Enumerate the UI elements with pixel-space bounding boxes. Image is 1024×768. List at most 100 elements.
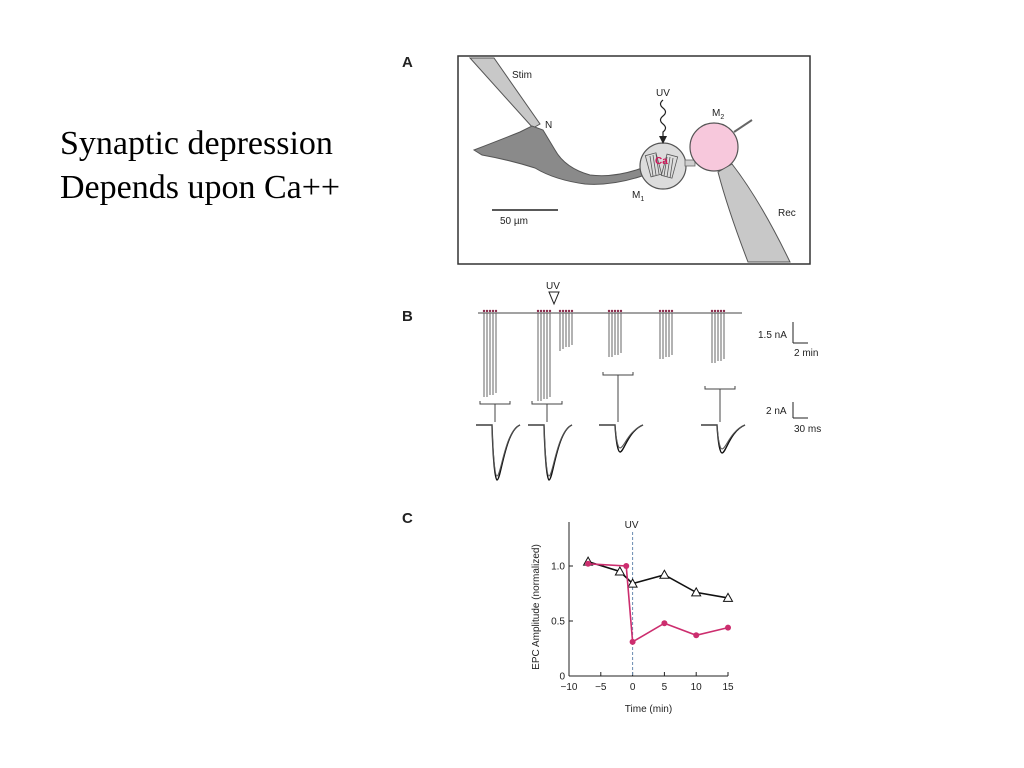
m2-label: M2 [712,108,724,121]
stim-dot [613,309,617,313]
stim-dot [619,309,623,313]
stim-dot [564,309,568,313]
scale-top-x: 2 min [794,348,818,359]
stim-dot [719,309,723,313]
series-2-point [693,632,700,639]
series-2-point [661,620,668,627]
panel-b-traces: UV 1.5 nA 2 min 2 nA 30 ms [476,281,821,481]
uv-arrow-head [659,136,667,144]
series-1-point [690,586,702,597]
scale-label: 50 µm [500,216,528,227]
y-tick-label: 0.5 [551,617,565,628]
stim-dot [710,309,714,313]
series-1-point [722,592,734,602]
epc-waveform [599,424,644,449]
uv-marker-triangle [548,291,560,306]
epc-waveform [476,424,521,481]
stim-dot [539,309,543,313]
stim-dot [488,309,492,313]
y-axis-label: EPC Amplitude (normalized) [531,544,542,670]
x-tick-label: 10 [691,682,703,693]
stim-dot [607,309,611,313]
epc-bracket [479,401,511,405]
panel-c-letter: C [402,510,413,527]
stim-dot [610,309,614,313]
ca-label: Ca [655,156,668,167]
stim-dot [716,309,720,313]
y-tick-label: 1.0 [551,562,565,573]
stim-dot [570,309,574,313]
scale-bar-top [792,322,808,344]
scale-bar-bottom [792,402,808,419]
stim-dot [713,309,717,313]
series-1-point [659,569,670,579]
panel-a-letter: A [402,54,413,71]
uv-label-a: UV [656,88,670,99]
m2-cell [689,122,739,172]
series-2-line [588,563,729,644]
scale-bottom-x: 30 ms [794,424,821,435]
stim-dot [482,309,486,313]
uv-label-b: UV [546,281,560,292]
series-2-point [623,563,630,569]
stim-dot [545,309,549,313]
panel-a-diagram: Stim N UV Ca M1 M2 Rec 50 µm [457,55,811,265]
stim-dot [567,309,571,313]
epc-waveform [476,424,521,477]
epc-bracket [602,372,634,376]
series-1-line [587,560,729,599]
uv-arrow [659,99,667,140]
epc-waveform [528,424,573,481]
series-2-point [725,624,731,631]
stim-dot [658,309,662,313]
title-line-2: Depends upon Ca++ [60,169,341,206]
stim-dot [494,309,498,313]
stim-dot [558,309,562,313]
neuron-label: N [545,120,552,131]
x-tick-label: 5 [662,682,668,693]
stim-dot [561,309,565,313]
uv-label-c: UV [625,520,639,531]
scale-top-y: 1.5 nA [758,330,787,341]
burst-group [482,309,726,401]
series-1-point [614,565,626,576]
x-tick-label: 15 [722,682,734,693]
title-line-1: Synaptic depression [60,125,333,162]
stim-electrode [468,57,541,129]
x-tick-label: 0 [630,682,636,693]
slide-title: Synaptic depression Depends upon Ca++ [60,122,340,210]
y-tick-label: 0 [559,672,565,683]
panel-c-chart: UV Time (min) EPC Amplitude (normalized)… [531,520,734,715]
x-axis-label: Time (min) [625,704,672,715]
epc-waveform [701,424,746,450]
panel-b-letter: B [402,308,413,325]
rec-electrode [717,163,791,263]
stim-dot [548,309,552,313]
stim-dot [485,309,489,313]
epc-bracket [704,386,736,390]
m1-filaments [644,152,679,179]
stim-dot [491,309,495,313]
cell-junction [684,159,696,167]
stim-dot [722,309,726,313]
x-tick-label: −10 [561,682,578,693]
stim-dot [664,309,668,313]
series-1-point [627,578,638,588]
rec-label: Rec [778,208,796,219]
stim-label: Stim [512,70,532,81]
stim-dot [661,309,665,313]
stim-dot [536,309,540,313]
epc-waveform [528,424,573,477]
stim-dot [542,309,546,313]
epc-trace-group [476,372,746,481]
stim-dot [670,309,674,313]
x-tick-label: −5 [595,682,607,693]
scale-bottom-y: 2 nA [766,406,787,417]
series-2-point [585,560,592,567]
m2-process [733,119,753,133]
series-2-point [629,638,636,645]
epc-bracket [531,401,563,405]
stim-dot [667,309,671,313]
m1-label: M1 [632,190,644,203]
